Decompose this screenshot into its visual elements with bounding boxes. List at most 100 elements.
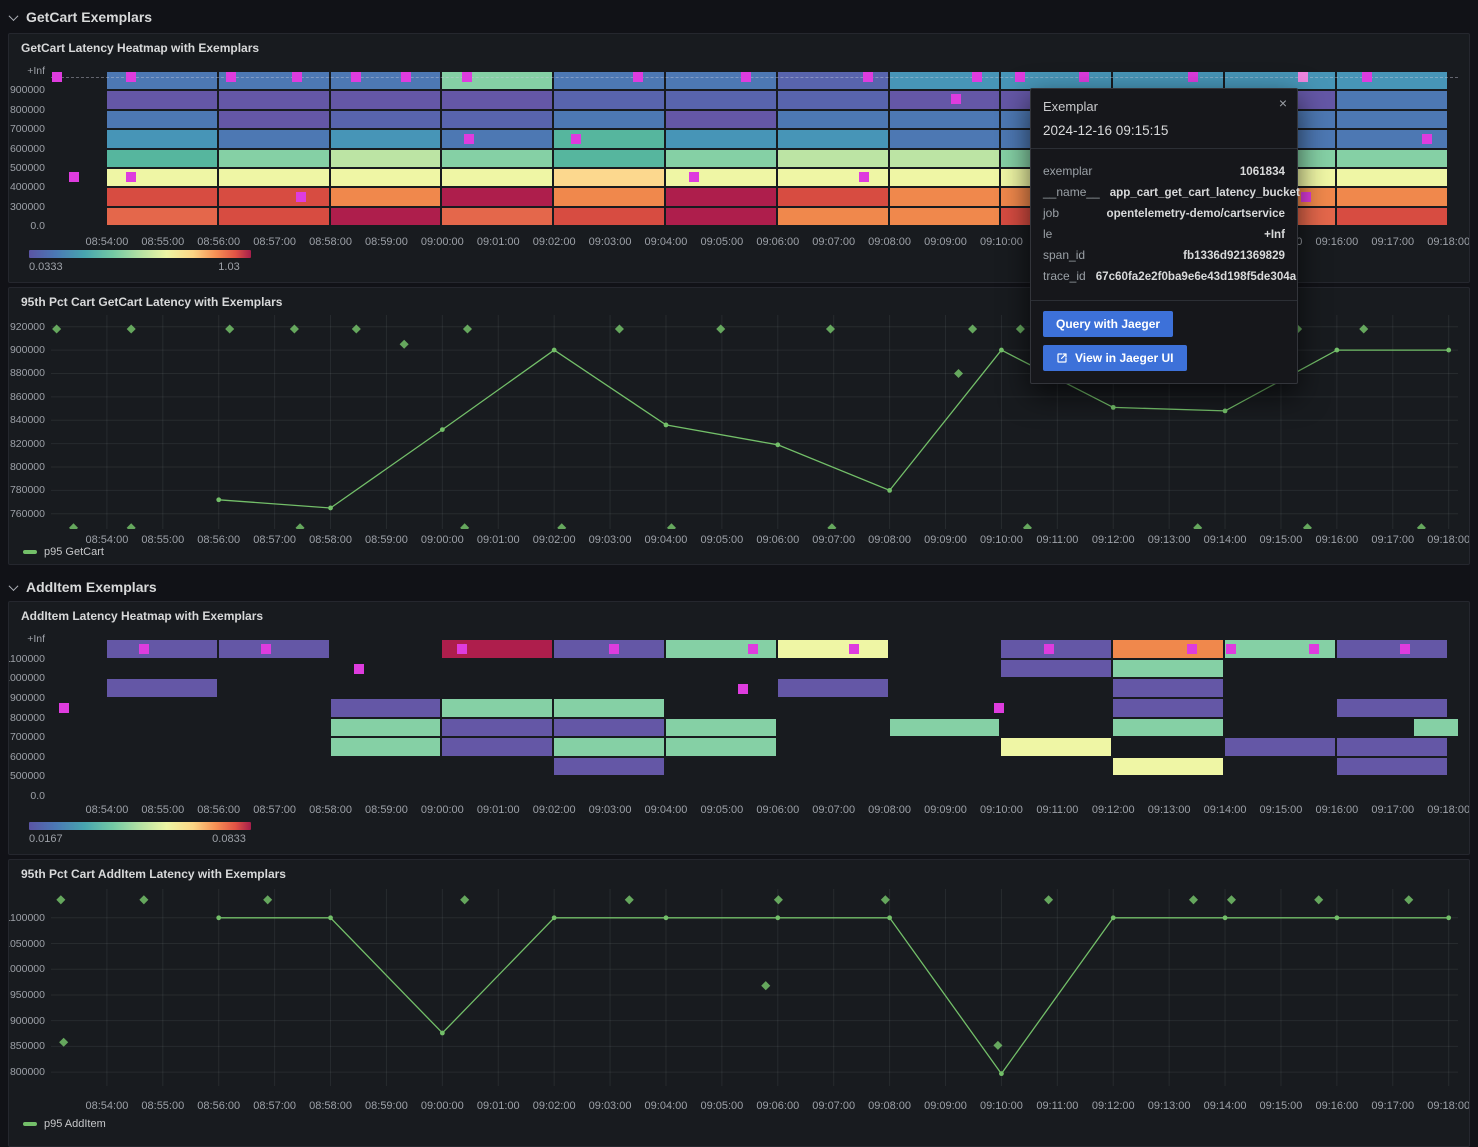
exemplar-marker[interactable]	[1226, 644, 1237, 655]
heatmap-cell[interactable]	[1336, 72, 1447, 90]
exemplar-marker[interactable]	[748, 644, 759, 655]
heatmap-cell[interactable]	[442, 718, 553, 737]
heatmap-cell[interactable]	[442, 188, 553, 206]
heatmap-cell[interactable]	[889, 91, 1000, 109]
heatmap-cell[interactable]	[777, 130, 888, 148]
heatmap-cell[interactable]	[1336, 757, 1447, 776]
exemplar-diamond[interactable]	[68, 523, 79, 533]
exemplar-diamond[interactable]	[1193, 523, 1203, 533]
heatmap-cell[interactable]	[1225, 640, 1335, 658]
heatmap-cell[interactable]	[106, 130, 217, 148]
heatmap-cell[interactable]	[665, 738, 776, 756]
exemplar-marker[interactable]	[463, 134, 474, 145]
heatmap-cell[interactable]	[330, 110, 441, 129]
heatmap-cell[interactable]	[1113, 72, 1224, 90]
data-point[interactable]	[1110, 915, 1116, 921]
heatmap-cell[interactable]	[1113, 659, 1224, 678]
heatmap-cell[interactable]	[1336, 207, 1447, 225]
exemplar-marker[interactable]	[261, 644, 272, 655]
heatmap-cell[interactable]	[1225, 72, 1335, 90]
heatmap-cell[interactable]	[218, 168, 329, 187]
data-point[interactable]	[551, 915, 557, 921]
heatmap-cell[interactable]	[330, 718, 441, 737]
exemplar-diamond[interactable]	[827, 523, 837, 533]
heatmap-cell[interactable]	[1113, 757, 1224, 776]
exemplar-diamond[interactable]	[460, 523, 470, 533]
heatmap-cell[interactable]	[442, 149, 553, 167]
data-point[interactable]	[1110, 404, 1116, 410]
exemplar-diamond[interactable]	[614, 324, 624, 334]
heatmap-cell[interactable]	[330, 738, 441, 756]
data-point[interactable]	[887, 488, 893, 493]
heatmap-cell[interactable]	[665, 110, 776, 129]
heatmap-cell[interactable]	[1113, 698, 1224, 717]
exemplar-diamond[interactable]	[666, 523, 677, 533]
heatmap-cell[interactable]	[665, 207, 776, 225]
heatmap-cell[interactable]	[665, 149, 776, 167]
exemplar-marker[interactable]	[738, 683, 749, 694]
heatmap-cell[interactable]	[218, 130, 329, 148]
heatmap-cell[interactable]	[665, 130, 776, 148]
exemplar-diamond[interactable]	[126, 523, 136, 533]
data-point[interactable]	[439, 1030, 445, 1036]
panel-title[interactable]: GetCart Latency Heatmap with Exemplars	[21, 41, 260, 55]
heatmap-cell[interactable]	[1336, 640, 1447, 658]
exemplar-diamond[interactable]	[1314, 895, 1324, 905]
exemplar-marker[interactable]	[51, 72, 62, 83]
exemplar-diamond[interactable]	[1302, 523, 1312, 533]
heatmap-cell[interactable]	[1113, 718, 1224, 737]
data-point[interactable]	[551, 347, 557, 353]
exemplar-diamond[interactable]	[351, 324, 361, 334]
line-chart-plot[interactable]	[51, 315, 1458, 533]
exemplar-diamond[interactable]	[1015, 324, 1025, 334]
exemplar-diamond[interactable]	[139, 895, 149, 905]
exemplar-diamond[interactable]	[1022, 523, 1032, 533]
heatmap-cell[interactable]	[1336, 130, 1447, 148]
heatmap-cell[interactable]	[665, 91, 776, 109]
heatmap-cell[interactable]	[889, 110, 1000, 129]
exemplar-marker[interactable]	[1188, 72, 1199, 83]
heatmap-cell[interactable]	[442, 72, 553, 90]
data-point[interactable]	[999, 347, 1004, 353]
exemplar-diamond[interactable]	[880, 895, 890, 905]
line-chart-canvas[interactable]	[51, 315, 1458, 533]
heatmap-cell[interactable]	[777, 168, 888, 187]
heatmap-cell[interactable]	[218, 188, 329, 206]
heatmap-cell[interactable]	[665, 640, 776, 658]
heatmap-cell[interactable]	[442, 110, 553, 129]
exemplar-diamond[interactable]	[1044, 895, 1054, 905]
heatmap-cell[interactable]	[777, 679, 888, 697]
heatmap-cell[interactable]	[106, 207, 217, 225]
data-point[interactable]	[1222, 915, 1228, 921]
heatmap-cell[interactable]	[889, 207, 1000, 225]
line-chart-canvas[interactable]	[51, 889, 1458, 1086]
heatmap-cell[interactable]	[330, 188, 441, 206]
heatmap-cell[interactable]	[106, 168, 217, 187]
exemplar-marker[interactable]	[971, 72, 982, 83]
heatmap-cell[interactable]	[1113, 679, 1224, 697]
exemplar-marker[interactable]	[1187, 644, 1198, 655]
exemplar-marker[interactable]	[1015, 72, 1026, 83]
exemplar-marker[interactable]	[1422, 134, 1433, 145]
heatmap-cell[interactable]	[889, 72, 1000, 90]
heatmap-cell[interactable]	[1336, 110, 1447, 129]
heatmap-cell[interactable]	[218, 110, 329, 129]
heatmap-cell[interactable]	[1336, 91, 1447, 109]
data-point[interactable]	[1334, 347, 1340, 353]
data-point[interactable]	[1446, 347, 1452, 353]
exemplar-diamond[interactable]	[462, 324, 472, 334]
exemplar-diamond[interactable]	[59, 1037, 69, 1047]
exemplar-marker[interactable]	[1309, 644, 1320, 655]
heatmap-cell[interactable]	[442, 738, 553, 756]
exemplar-diamond[interactable]	[773, 895, 783, 905]
view-in-jaeger-button[interactable]: View in Jaeger UI	[1043, 345, 1187, 371]
exemplar-marker[interactable]	[863, 72, 874, 83]
exemplar-marker[interactable]	[1298, 72, 1309, 83]
data-point[interactable]	[999, 1071, 1004, 1077]
heatmap-cell[interactable]	[106, 149, 217, 167]
exemplar-diamond[interactable]	[263, 895, 273, 905]
exemplar-diamond[interactable]	[1359, 324, 1369, 334]
heatmap-cell[interactable]	[1001, 640, 1112, 658]
panel-title[interactable]: 95th Pct Cart AddItem Latency with Exemp…	[21, 867, 286, 881]
heatmap-cell[interactable]	[554, 149, 664, 167]
